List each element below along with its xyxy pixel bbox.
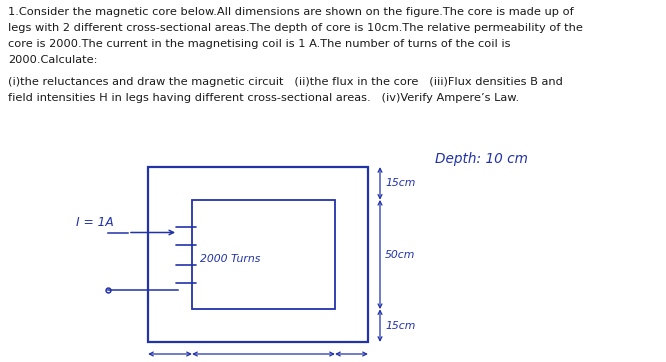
Text: 2000 Turns: 2000 Turns <box>200 253 260 264</box>
Text: 15cm: 15cm <box>385 321 416 331</box>
Text: (i)the reluctances and draw the magnetic circuit   (ii)the flux in the core   (i: (i)the reluctances and draw the magnetic… <box>8 77 563 87</box>
Text: field intensities H in legs having different cross-sectional areas.   (iv)Verify: field intensities H in legs having diffe… <box>8 93 519 103</box>
Text: core is 2000.The current in the magnetising coil is 1 A.The number of turns of t: core is 2000.The current in the magnetis… <box>8 39 511 49</box>
Bar <box>148 167 368 342</box>
Text: I = 1A: I = 1A <box>76 216 114 229</box>
Text: 50cm: 50cm <box>385 249 416 260</box>
Bar <box>192 200 335 309</box>
Text: 1.Consider the magnetic core below.All dimensions are shown on the figure.The co: 1.Consider the magnetic core below.All d… <box>8 7 573 17</box>
Text: Depth: 10 cm: Depth: 10 cm <box>435 152 528 166</box>
Text: 2000.Calculate:: 2000.Calculate: <box>8 55 97 65</box>
Text: legs with 2 different cross-sectional areas.The depth of core is 10cm.The relati: legs with 2 different cross-sectional ar… <box>8 23 583 33</box>
Text: 15cm: 15cm <box>385 178 416 188</box>
